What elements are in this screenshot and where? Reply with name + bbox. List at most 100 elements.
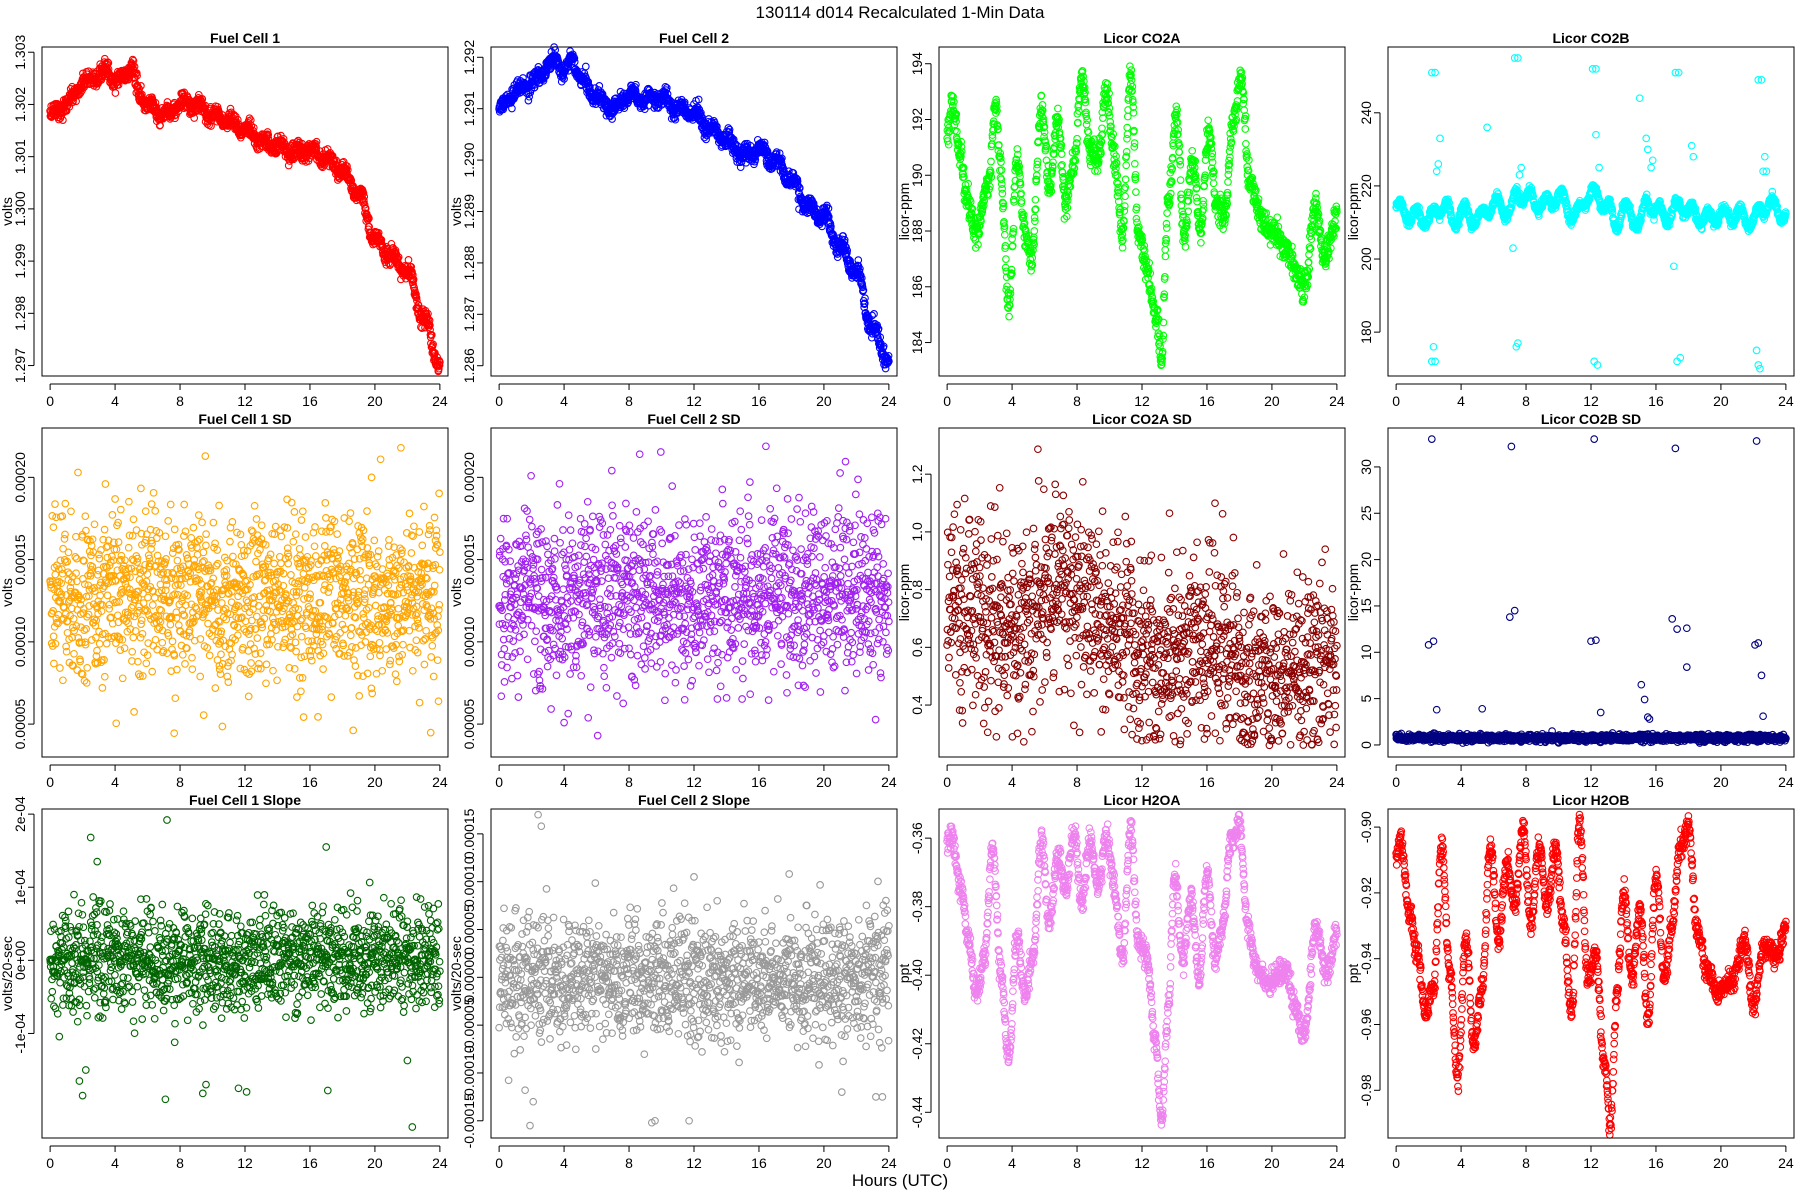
x-tick-label: 12 <box>237 393 253 409</box>
data-point <box>59 116 67 124</box>
data-point <box>129 61 137 69</box>
data-point <box>1204 116 1213 125</box>
data-point <box>1132 188 1140 196</box>
data-point <box>1000 230 1009 239</box>
data-point <box>1123 123 1132 132</box>
y-tick-label: 1.292 <box>461 40 477 75</box>
x-tick-label: 24 <box>881 393 897 409</box>
x-axis: 0 4 8 12 16 20 24 <box>943 383 1345 409</box>
y-axis-label: licor-ppm <box>896 183 912 241</box>
data-point <box>1002 255 1010 263</box>
data-point <box>1049 158 1057 167</box>
y-tick-label: 1.288 <box>461 245 477 280</box>
x-tick-label: 12 <box>686 393 702 409</box>
data-point <box>870 310 878 318</box>
data-point <box>581 62 590 71</box>
data-point <box>1242 139 1250 148</box>
x-tick-label: 24 <box>432 393 448 409</box>
data-point <box>130 62 139 71</box>
data-point <box>1122 161 1131 170</box>
figure-xlabel: Hours (UTC) <box>852 1171 948 1190</box>
y-axis-label: volts <box>448 197 464 226</box>
data-point <box>1126 62 1134 71</box>
x-axis: 0 4 8 12 16 20 24 <box>46 383 448 409</box>
data-point <box>1209 179 1218 188</box>
y-tick-label: 1.290 <box>461 142 477 177</box>
data-point <box>1120 202 1129 210</box>
point-layer <box>495 43 893 373</box>
data-point <box>1161 252 1170 261</box>
y-tick-label: 192 <box>909 108 925 132</box>
data-point <box>1123 130 1132 139</box>
data-point <box>171 114 179 123</box>
x-tick-label: 20 <box>816 393 832 409</box>
y-tick-label: 184 <box>909 331 925 355</box>
panel-fc2: Fuel Cell 2 0 4 8 12 16 20 24 1.286 1.287 1.288 1.2… <box>448 30 898 409</box>
point-layer <box>46 54 444 376</box>
data-point <box>987 157 995 166</box>
data-point <box>1197 238 1205 247</box>
data-point <box>1162 224 1171 232</box>
data-point <box>97 76 106 84</box>
panel-title: Licor CO2A <box>1103 30 1180 46</box>
panel-title: Fuel Cell 2 <box>659 30 729 46</box>
data-point <box>1031 195 1040 204</box>
data-point <box>1175 148 1184 156</box>
x-tick-label: 4 <box>1008 393 1016 409</box>
data-point <box>132 69 141 77</box>
data-point <box>1159 318 1168 327</box>
data-point <box>1121 175 1130 184</box>
x-tick-label: 8 <box>625 393 633 409</box>
x-tick-label: 0 <box>46 393 54 409</box>
data-point <box>1312 189 1320 198</box>
y-tick-label: 1.301 <box>12 139 28 174</box>
y-tick-label: 186 <box>909 275 925 299</box>
panel-fc1: Fuel Cell 10 4 8 12 16 20 241.2971.2981.2991.3… <box>0 30 449 409</box>
data-point <box>1176 176 1185 184</box>
panel-title: Fuel Cell 1 <box>210 30 280 46</box>
data-point <box>1054 104 1062 113</box>
data-point <box>1241 125 1250 133</box>
data-point <box>998 189 1007 198</box>
y-tick-label: 1.298 <box>12 296 28 331</box>
plot-frame <box>490 46 898 377</box>
y-tick-label: 1.297 <box>12 348 28 383</box>
data-point <box>128 55 137 64</box>
panel-grid: Fuel Cell 10 4 8 12 16 20 241.2971.2981.2991.3… <box>0 30 1795 1171</box>
y-tick-label: 1.287 <box>461 297 477 332</box>
data-point <box>1121 192 1129 201</box>
x-tick-label: 8 <box>1073 393 1081 409</box>
y-tick-label: 194 <box>909 52 925 76</box>
data-point <box>1030 227 1039 235</box>
point-layer <box>1392 54 1790 373</box>
x-tick-label: 16 <box>751 393 767 409</box>
x-tick-label: 12 <box>1134 393 1150 409</box>
panel-title: Licor CO2B <box>1552 30 1629 46</box>
data-point <box>1181 243 1190 251</box>
data-point <box>69 96 77 105</box>
y-tick-label: 1.286 <box>461 348 477 383</box>
data-point <box>132 70 140 78</box>
x-tick-label: 20 <box>1264 393 1280 409</box>
plot-frame <box>41 46 449 377</box>
x-tick-label: 4 <box>560 393 568 409</box>
data-point <box>111 89 120 97</box>
data-point <box>284 161 293 170</box>
data-point <box>1005 312 1013 321</box>
y-tick-label: 1.302 <box>12 87 28 122</box>
y-axis-label: volts <box>0 197 15 226</box>
data-point <box>151 98 160 107</box>
data-point <box>404 256 413 264</box>
x-tick-label: 0 <box>495 393 503 409</box>
data-point <box>1161 245 1170 254</box>
data-point <box>137 82 145 90</box>
y-tick-label: 1.303 <box>12 34 28 69</box>
x-tick-label: 20 <box>367 393 383 409</box>
data-point <box>1188 146 1197 155</box>
data-point <box>1010 191 1019 199</box>
